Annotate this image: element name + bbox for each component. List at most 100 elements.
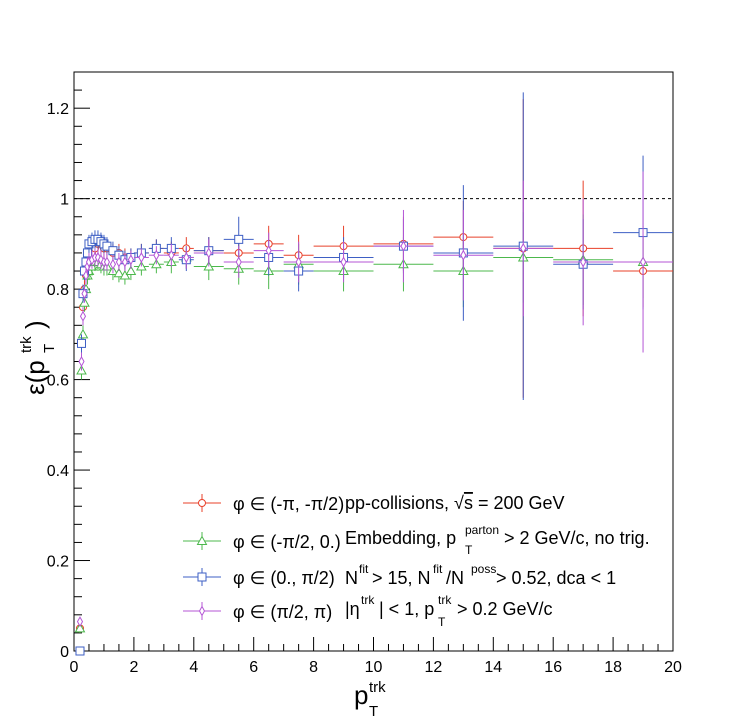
annotation-line-3-a: N bbox=[345, 568, 358, 588]
x-axis-ticks: 0 2 4 6 8 10 12 14 16 18 20 bbox=[70, 637, 682, 676]
data-point bbox=[127, 254, 134, 266]
data-point bbox=[79, 310, 87, 322]
x-tick-label: 14 bbox=[484, 659, 502, 676]
y-tick-label: 0.2 bbox=[47, 554, 69, 571]
annotation-line-1: pp-collisions, √s = 200 GeV bbox=[345, 493, 565, 513]
annotation-line-2-b: > 2 GeV/c, no trig. bbox=[504, 528, 650, 548]
legend-marker bbox=[198, 605, 206, 617]
data-point bbox=[460, 249, 467, 261]
legend-marker bbox=[197, 572, 207, 582]
annotation-line-1-s: s bbox=[464, 493, 473, 513]
y-axis-title-sup: trk bbox=[18, 336, 35, 353]
y-tick-label: 0 bbox=[60, 644, 69, 661]
legend-entry: φ ∈ (-π, -π/2) bbox=[183, 494, 344, 514]
data-point bbox=[115, 256, 122, 268]
annotation-line-2-sup: parton bbox=[465, 523, 499, 537]
y-tick-label: 0.4 bbox=[47, 463, 69, 480]
y-axis-title: ε(p trk T ) bbox=[18, 320, 58, 395]
data-point bbox=[81, 288, 88, 300]
x-axis-title-sub: T bbox=[369, 703, 378, 720]
data-point bbox=[102, 241, 112, 251]
data-point bbox=[76, 338, 86, 348]
annotation-line-3-sup1: fit bbox=[359, 562, 369, 576]
series-layer bbox=[74, 92, 673, 656]
annotation-line-1-b: = 200 GeV bbox=[473, 493, 565, 513]
y-tick-label: 1 bbox=[60, 192, 69, 209]
annotation-line-2-a: Embedding, p bbox=[345, 528, 456, 548]
annotation-line-3-d: > 0.52, dca < 1 bbox=[496, 568, 616, 588]
x-tick-label: 10 bbox=[365, 659, 383, 676]
data-point bbox=[119, 270, 131, 280]
y-tick-label: 0.8 bbox=[47, 282, 69, 299]
data-point bbox=[234, 234, 244, 244]
data-point bbox=[75, 646, 85, 656]
annotation-line-4-sup2: trk bbox=[438, 593, 452, 607]
y-axis-title-prefix: ε(p bbox=[20, 360, 50, 395]
x-axis-title-main: p bbox=[354, 680, 368, 710]
x-tick-label: 4 bbox=[189, 659, 198, 676]
annotation-line-4-c: > 0.2 GeV/c bbox=[457, 599, 553, 619]
legend-marker bbox=[198, 499, 206, 507]
data-point bbox=[78, 355, 85, 368]
annotation-line-3-b: > 15, N bbox=[372, 568, 431, 588]
data-point bbox=[580, 256, 587, 268]
data-point bbox=[121, 256, 128, 268]
y-tick-label: 1.2 bbox=[47, 101, 69, 118]
y-axis-title-sub: T bbox=[41, 344, 58, 353]
x-tick-label: 18 bbox=[604, 659, 622, 676]
data-point bbox=[183, 251, 190, 263]
legend-label: φ ∈ (π/2, π) bbox=[233, 602, 332, 622]
data-point bbox=[265, 245, 272, 257]
y-tick-label: 0.6 bbox=[47, 373, 69, 390]
x-tick-label: 0 bbox=[70, 659, 79, 676]
data-point bbox=[400, 240, 407, 252]
x-tick-label: 20 bbox=[664, 659, 682, 676]
legend-marker bbox=[196, 535, 208, 545]
data-point bbox=[108, 246, 118, 256]
legend-entry: φ ∈ (-π/2, 0.) bbox=[183, 532, 341, 552]
annotation-line-1-sqrt: √ bbox=[454, 493, 464, 513]
annotation-line-4-sub: T bbox=[438, 615, 446, 629]
series-4 bbox=[76, 171, 673, 628]
data-point bbox=[138, 251, 145, 263]
data-point bbox=[235, 256, 242, 268]
data-point bbox=[168, 249, 175, 261]
data-point bbox=[520, 242, 527, 254]
y-axis-title-suffix: ) bbox=[20, 320, 50, 329]
x-tick-label: 8 bbox=[309, 659, 318, 676]
legend-label: φ ∈ (-π, -π/2) bbox=[233, 494, 344, 514]
x-axis-title-sup: trk bbox=[369, 679, 386, 696]
data-point bbox=[76, 616, 84, 628]
annotation-block: pp-collisions, √s = 200 GeV Embedding, p… bbox=[345, 493, 650, 629]
data-point bbox=[125, 265, 137, 276]
data-point bbox=[295, 256, 302, 268]
annotation-line-4-b: | < 1, p bbox=[379, 599, 434, 619]
data-point bbox=[77, 328, 89, 339]
data-point bbox=[74, 622, 86, 633]
annotation-line-3-sup3: poss bbox=[471, 562, 496, 576]
annotation-line-4-a: |η bbox=[345, 599, 360, 619]
annotation-line-3-c: /N bbox=[446, 568, 464, 588]
legend-label: φ ∈ (0., π/2) bbox=[233, 568, 335, 588]
legend-entry: φ ∈ (π/2, π) bbox=[183, 602, 332, 622]
data-point bbox=[205, 247, 212, 259]
x-tick-label: 16 bbox=[544, 659, 562, 676]
y-axis-ticks: 0 0.2 0.4 0.6 0.8 1 1.2 bbox=[47, 71, 90, 661]
annotation-line-3-sup2: fit bbox=[433, 562, 443, 576]
x-axis-title: p bbox=[354, 680, 368, 710]
y-axis-title-text: ε(p bbox=[20, 360, 50, 395]
data-point bbox=[639, 256, 647, 268]
legend-entry: φ ∈ (0., π/2) bbox=[183, 568, 335, 588]
x-tick-label: 6 bbox=[249, 659, 258, 676]
data-point bbox=[340, 256, 347, 268]
data-point bbox=[103, 256, 111, 268]
legend-label: φ ∈ (-π/2, 0.) bbox=[233, 532, 341, 552]
legend: φ ∈ (-π, -π/2) φ ∈ (-π/2, 0.) φ ∈ (0., π/2… bbox=[183, 494, 344, 622]
annotation-line-4-sup1: trk bbox=[361, 593, 375, 607]
x-tick-label: 2 bbox=[129, 659, 138, 676]
data-point bbox=[109, 258, 117, 270]
annotation-line-2-sub: T bbox=[465, 543, 473, 557]
data-point bbox=[113, 267, 125, 278]
